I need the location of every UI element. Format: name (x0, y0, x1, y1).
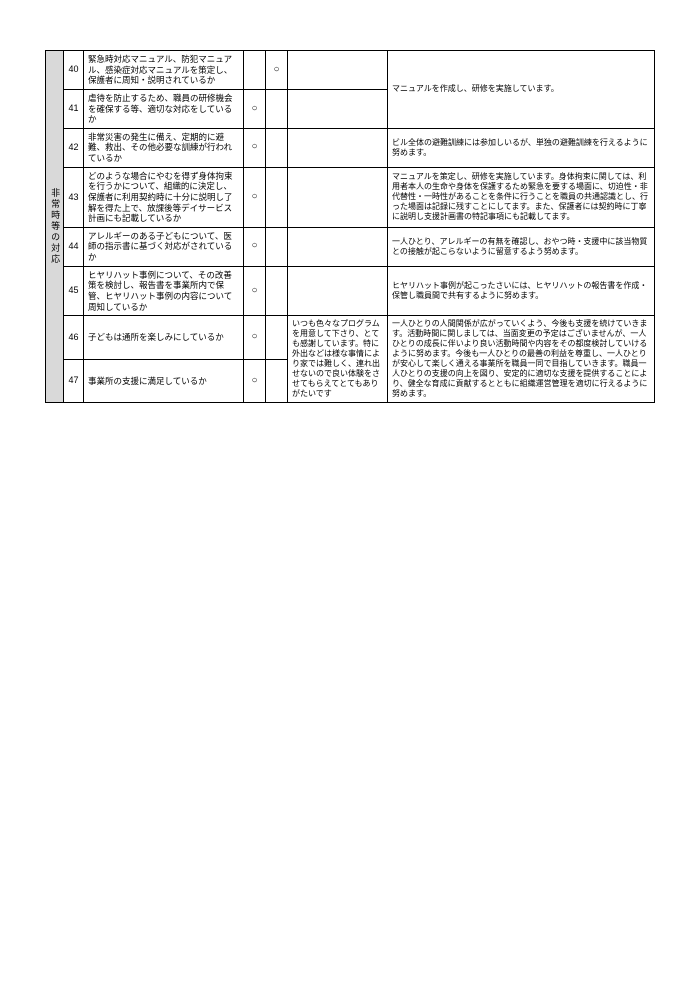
comment-text (288, 128, 388, 167)
question-text: 緊急時対応マニュアル、防犯マニュアル、感染症対応マニュアルを策定し、保護者に周知… (84, 51, 244, 90)
mark-col-1: ○ (244, 167, 266, 227)
response-text: 一人ひとり、アレルギーの有無を確認し、おやつ時・支援中に該当物質との接触が起こら… (388, 227, 655, 266)
mark-col-2 (266, 359, 288, 403)
question-text: 虐待を防止するため、職員の研修機会を確保する等、適切な対応をしているか (84, 89, 244, 128)
section-header: 非常時等の対応 (46, 51, 64, 403)
question-text: 子どもは通所を楽しみにしているか (84, 316, 244, 360)
question-text: どのような場合にやむを得ず身体拘束を行うかについて、組織的に決定し、保護者に利用… (84, 167, 244, 227)
question-text: ヒヤリハット事例について、その改善策を検討し、報告書を事業所内で保管、ヒヤリハッ… (84, 266, 244, 316)
row-number: 40 (64, 51, 84, 90)
table-row: 非常時等の対応40緊急時対応マニュアル、防犯マニュアル、感染症対応マニュアルを策… (46, 51, 655, 90)
table-row: 44アレルギーのある子どもについて、医師の指示書に基づく対応がされているか○ 一人… (46, 227, 655, 266)
mark-col-1: ○ (244, 316, 266, 360)
question-text: アレルギーのある子どもについて、医師の指示書に基づく対応がされているか (84, 227, 244, 266)
row-number: 44 (64, 227, 84, 266)
table-row: 45ヒヤリハット事例について、その改善策を検討し、報告書を事業所内で保管、ヒヤリ… (46, 266, 655, 316)
mark-col-2 (266, 316, 288, 360)
mark-col-1 (244, 51, 266, 90)
response-text: ビル全体の避難訓練には参加しいるが、単独の避難訓練を行えるように努めます。 (388, 128, 655, 167)
comment-text (288, 227, 388, 266)
mark-col-2 (266, 89, 288, 128)
comment-text (288, 51, 388, 90)
row-number: 45 (64, 266, 84, 316)
question-text: 非常災害の発生に備え、定期的に避難、救出、その他必要な訓練が行われているか (84, 128, 244, 167)
mark-col-1: ○ (244, 128, 266, 167)
row-number: 47 (64, 359, 84, 403)
table-row: 42非常災害の発生に備え、定期的に避難、救出、その他必要な訓練が行われているか○… (46, 128, 655, 167)
response-text: ヒヤリハット事例が起こったさいには、ヒヤリハットの報告書を作成・保管し職員間で共… (388, 266, 655, 316)
row-number: 46 (64, 316, 84, 360)
mark-col-2 (266, 128, 288, 167)
question-text: 事業所の支援に満足しているか (84, 359, 244, 403)
survey-table: 非常時等の対応40緊急時対応マニュアル、防犯マニュアル、感染症対応マニュアルを策… (45, 50, 655, 403)
response-text: マニュアルを策定し、研修を実施しています。身体拘束に関しては、利用者本人の生命や… (388, 167, 655, 227)
row-number: 43 (64, 167, 84, 227)
response-text: 一人ひとりの人間関係が広がっていくよう、今後も支援を続けていきます。活動時間に関… (388, 316, 655, 403)
mark-col-1: ○ (244, 266, 266, 316)
response-text: マニュアルを作成し、研修を実施しています。 (388, 51, 655, 129)
mark-col-2 (266, 227, 288, 266)
mark-col-2 (266, 167, 288, 227)
comment-text (288, 266, 388, 316)
table-row: 43どのような場合にやむを得ず身体拘束を行うかについて、組織的に決定し、保護者に… (46, 167, 655, 227)
table-row: 46子どもは通所を楽しみにしているか○いつも色々なプログラムを用意して下さり、と… (46, 316, 655, 360)
mark-col-2: ○ (266, 51, 288, 90)
row-number: 41 (64, 89, 84, 128)
comment-text (288, 167, 388, 227)
comment-text: いつも色々なプログラムを用意して下さり、とても感謝しています。特に外出などは様な… (288, 316, 388, 403)
mark-col-2 (266, 266, 288, 316)
comment-text (288, 89, 388, 128)
mark-col-1: ○ (244, 359, 266, 403)
mark-col-1: ○ (244, 227, 266, 266)
mark-col-1: ○ (244, 89, 266, 128)
row-number: 42 (64, 128, 84, 167)
